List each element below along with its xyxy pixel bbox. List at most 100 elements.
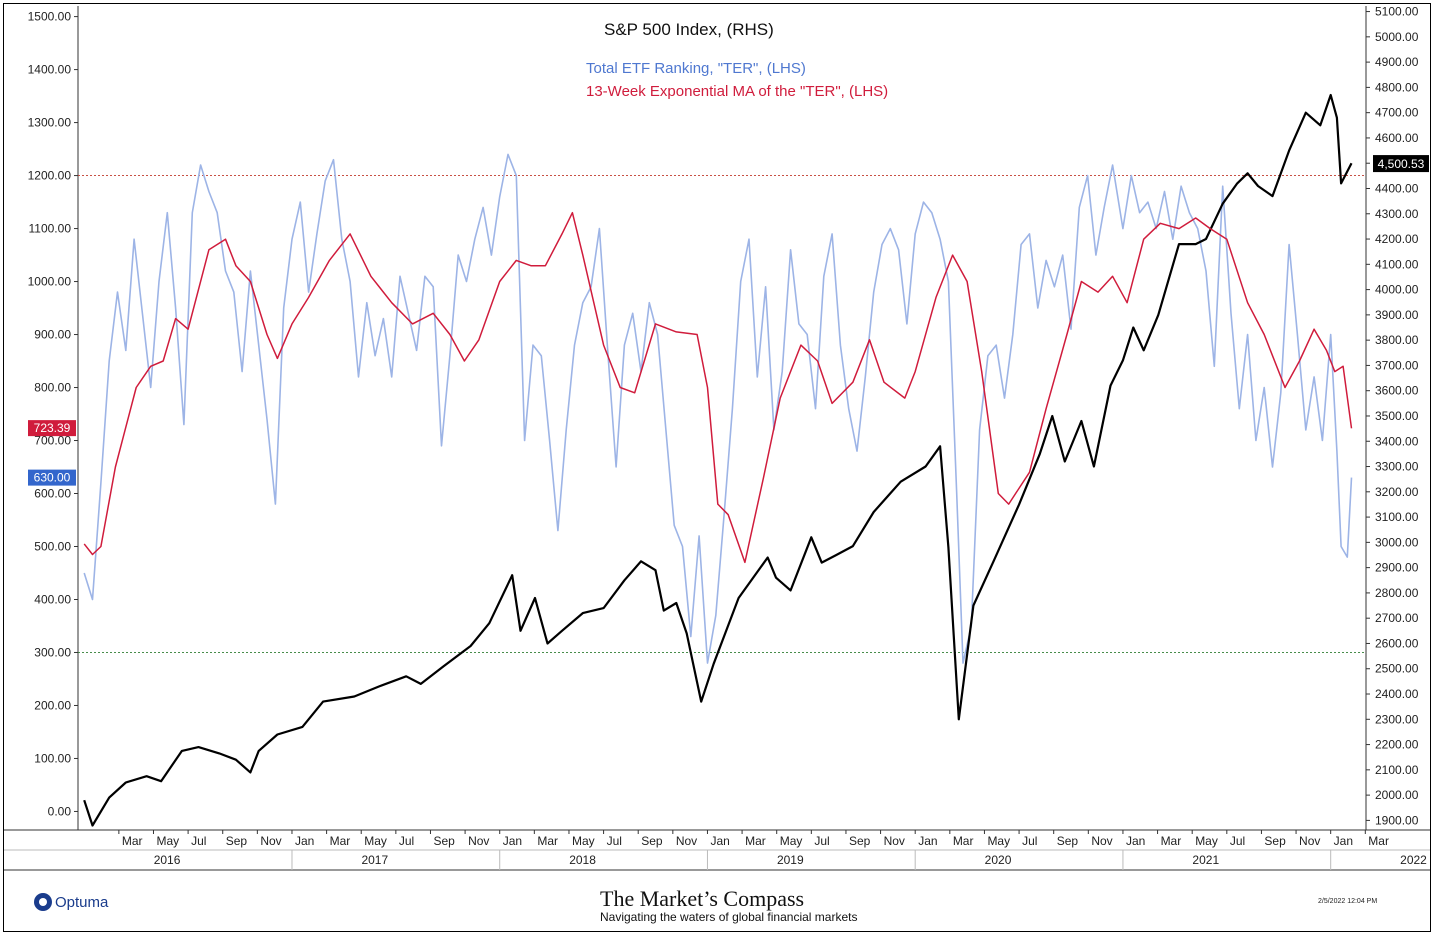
chart-frame: 0.00 100.00 200.00 300.00 400.00 500.00 600.00… (3, 3, 1431, 932)
year-label: 2020 (985, 853, 1012, 867)
right-tick-label: 3100.00 (1375, 510, 1419, 524)
right-tick-label: 4000.00 (1375, 283, 1419, 297)
optuma-logo: Optuma (34, 893, 108, 911)
right-tick-label: 3300.00 (1375, 460, 1419, 474)
right-tick-label: 3600.00 (1375, 384, 1419, 398)
right-tick-label: 4200.00 (1375, 232, 1419, 246)
spx-last-tag (1373, 155, 1429, 173)
month-label: Jan (918, 834, 937, 848)
brand-name: The Market’s Compass (600, 886, 805, 911)
left-tick-label: 400.00 (34, 592, 71, 606)
right-tick-label: 3700.00 (1375, 358, 1419, 372)
right-tick-label: 2700.00 (1375, 611, 1419, 625)
month-label: Jan (1126, 834, 1145, 848)
month-label: Jul (191, 834, 206, 848)
month-label: Sep (226, 834, 248, 848)
month-label: Mar (1368, 834, 1389, 848)
right-tick-label: 2400.00 (1375, 687, 1419, 701)
month-label: May (780, 834, 803, 848)
month-label: Jan (710, 834, 729, 848)
month-label: Nov (260, 834, 281, 848)
right-tick-label: 3500.00 (1375, 409, 1419, 423)
right-tick-label: 4400.00 (1375, 181, 1419, 195)
year-label: 2018 (569, 853, 596, 867)
year-label: 2022 (1400, 853, 1427, 867)
ter-last-tag (28, 469, 76, 486)
ema-last-value: 723.39 (34, 421, 71, 435)
right-tick-label: 2600.00 (1375, 636, 1419, 650)
right-tick-label: 4600.00 (1375, 131, 1419, 145)
right-tick-label: 1900.00 (1375, 813, 1419, 827)
month-label: Sep (849, 834, 871, 848)
right-tick-label: 4800.00 (1375, 80, 1419, 94)
month-label: Nov (1299, 834, 1320, 848)
month-label: May (987, 834, 1010, 848)
month-label: Jul (1022, 834, 1037, 848)
left-tick-label: 100.00 (34, 751, 71, 765)
right-tick-label: 4100.00 (1375, 257, 1419, 271)
year-label: 2016 (154, 853, 181, 867)
legend-ter: Total ETF Ranking, "TER", (LHS) (586, 60, 806, 77)
right-tick-label: 2000.00 (1375, 788, 1419, 802)
right-tick-label: 5000.00 (1375, 30, 1419, 44)
left-tick-label: 500.00 (34, 540, 71, 554)
month-label: Sep (641, 834, 663, 848)
left-tick-label: 300.00 (34, 645, 71, 659)
month-label: May (572, 834, 595, 848)
right-tick-label: 3200.00 (1375, 485, 1419, 499)
month-label: Nov (676, 834, 697, 848)
left-tick-label: 900.00 (34, 328, 71, 342)
month-label: May (364, 834, 387, 848)
year-label: 2017 (361, 853, 388, 867)
footer-brand: The Market’s Compass Navigating the wate… (600, 886, 860, 924)
left-tick-label: 1400.00 (28, 63, 72, 77)
ema-last-tag (28, 420, 76, 437)
left-tick-label: 700.00 (34, 434, 71, 448)
chart: 0.00 100.00 200.00 300.00 400.00 500.00 600.00… (4, 5, 1430, 871)
right-tick-label: 2500.00 (1375, 662, 1419, 676)
right-tick-label: 3900.00 (1375, 308, 1419, 322)
right-tick-label: 2300.00 (1375, 712, 1419, 726)
right-tick-label: 2200.00 (1375, 738, 1419, 752)
timestamp: 2/5/2022 12:04 PM (1318, 898, 1378, 905)
month-label: Jan (503, 834, 522, 848)
month-label: Sep (1264, 834, 1286, 848)
month-label: Jan (295, 834, 314, 848)
month-label: Nov (468, 834, 489, 848)
month-label: Sep (433, 834, 455, 848)
month-label: Jul (607, 834, 622, 848)
year-label: 2019 (777, 853, 804, 867)
month-label: May (156, 834, 179, 848)
optuma-icon (34, 893, 52, 911)
month-label: Jan (1334, 834, 1353, 848)
left-tick-label: 1500.00 (28, 10, 72, 24)
month-label: Nov (884, 834, 905, 848)
right-tick-label: 2900.00 (1375, 561, 1419, 575)
left-tick-label: 800.00 (34, 381, 71, 395)
year-label: 2021 (1192, 853, 1219, 867)
right-tick-label: 4300.00 (1375, 207, 1419, 221)
month-label: Mar (122, 834, 143, 848)
left-tick-label: 1200.00 (28, 169, 72, 183)
month-label: Mar (745, 834, 766, 848)
month-label: Mar (953, 834, 974, 848)
spx-last-value: 4,500.53 (1378, 157, 1425, 171)
month-label: Jul (1230, 834, 1245, 848)
month-label: Jul (814, 834, 829, 848)
ter-last-value: 630.00 (34, 471, 71, 485)
left-tick-label: 600.00 (34, 487, 71, 501)
right-tick-label: 2100.00 (1375, 763, 1419, 777)
month-label: Mar (537, 834, 558, 848)
spx-series-line (83, 93, 1353, 827)
left-tick-label: 1000.00 (28, 275, 72, 289)
right-tick-label: 4700.00 (1375, 106, 1419, 120)
right-tick-label: 2800.00 (1375, 586, 1419, 600)
ter-series-line (83, 153, 1353, 664)
legend-spx: S&P 500 Index, (RHS) (604, 20, 774, 39)
month-label: Mar (330, 834, 351, 848)
ema-series-line (83, 211, 1353, 564)
left-tick-label: 1300.00 (28, 116, 72, 130)
right-tick-label: 3400.00 (1375, 434, 1419, 448)
month-label: Jul (399, 834, 414, 848)
optuma-label: Optuma (55, 893, 109, 911)
